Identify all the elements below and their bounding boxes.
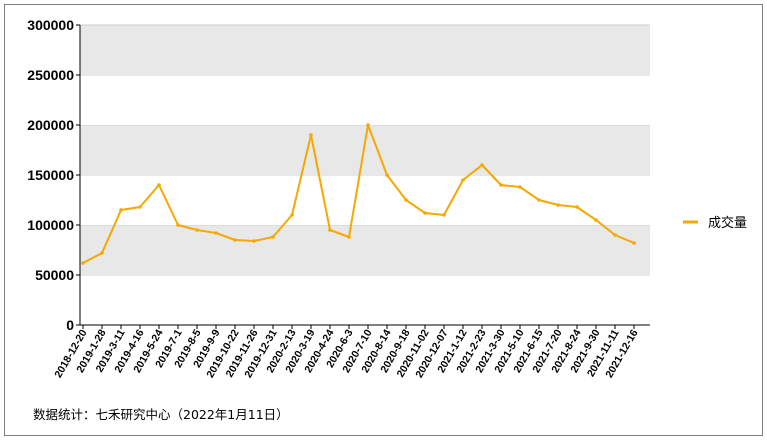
data-point [214,231,218,235]
series-points [81,123,636,265]
y-tick-label: 300000 [27,17,74,33]
data-point [461,178,465,182]
data-point [290,213,294,217]
legend: 成交量 [683,215,747,231]
data-point [195,228,199,232]
data-point [423,211,427,215]
y-tick-label: 50000 [35,267,74,283]
data-point [328,228,332,232]
data-point [575,205,579,209]
data-point [100,251,104,255]
data-point [347,235,351,239]
grid-band [80,225,650,275]
grid-bands [80,24,650,325]
data-point [176,223,180,227]
grid-band [80,75,650,125]
data-point [594,218,598,222]
grid-band [80,125,650,175]
x-axis: 2018-12-202019-1-282019-3-112019-4-16201… [52,324,650,380]
source-note: 数据统计：七禾研究中心（2022年1月11日） [33,407,289,422]
y-tick-label: 0 [66,317,74,333]
data-point [537,198,541,202]
data-point [309,133,313,137]
data-point [81,261,85,265]
data-point [233,238,237,242]
data-point [556,203,560,207]
y-tick-label: 150000 [27,167,74,183]
data-point [480,163,484,167]
data-point [157,183,161,187]
y-axis: 0 50000 100000 150000 200000 250000 300000 [27,17,81,333]
data-point [366,123,370,127]
grid-band [80,275,650,325]
data-point [385,173,389,177]
legend-label: 成交量 [708,215,747,231]
data-point [499,183,503,187]
data-point [613,233,617,237]
data-point [138,205,142,209]
data-point [404,198,408,202]
data-point [252,239,256,243]
y-tick-label: 250000 [27,67,74,83]
y-tick-label: 200000 [27,117,74,133]
y-tick-label: 100000 [27,217,74,233]
data-point [518,185,522,189]
data-point [119,208,123,212]
series-line-volume [82,124,635,264]
data-point [271,235,275,239]
data-point [632,241,636,245]
grid-band [80,25,650,75]
data-point [442,213,446,217]
